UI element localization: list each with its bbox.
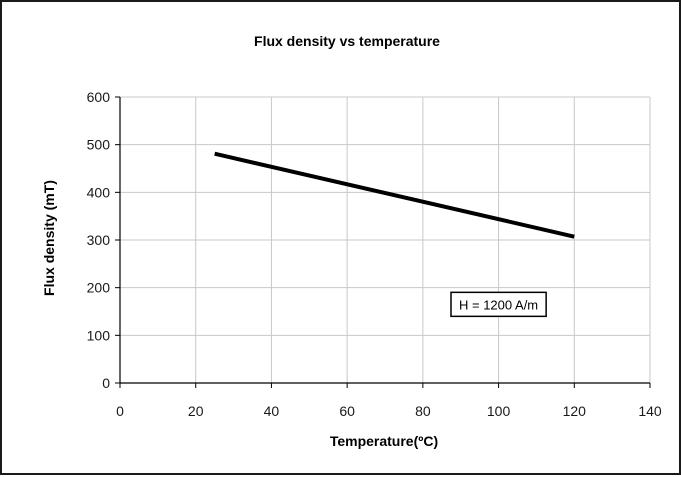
x-tick-label: 20 [188,403,204,419]
x-axis-title: Temperature(ºC) [330,433,438,449]
x-tick-label: 120 [563,403,587,419]
axes [115,96,651,388]
chart-title: Flux density vs temperature [254,33,440,49]
y-tick-label: 200 [87,280,111,296]
y-tick-label: 500 [87,137,111,153]
y-tick-label: 100 [87,327,111,343]
x-tick-label: 0 [116,403,124,419]
x-tick-label: 60 [339,403,355,419]
y-tick-label: 0 [102,375,110,391]
grid [120,96,651,383]
annotations: H = 1200 A/m [450,291,547,318]
y-axis-title: Flux density (mT) [41,180,57,296]
x-tick-label: 40 [264,403,280,419]
annotation-box: H = 1200 A/m [450,291,547,318]
annotation-text: H = 1200 A/m [459,297,538,312]
series-line [214,151,575,239]
x-tick-label: 100 [487,403,511,419]
y-tick-label: 600 [87,89,111,105]
series-layer [214,151,575,239]
y-tick-label: 400 [87,184,111,200]
y-tick-label: 300 [87,232,111,248]
x-tick-label: 140 [638,403,662,419]
x-tick-label: 80 [415,403,431,419]
tick-labels: 0 100 200 300 400 500 600 0 20 40 60 80 100 120 140 [87,89,662,419]
annotation-frame [450,291,547,318]
